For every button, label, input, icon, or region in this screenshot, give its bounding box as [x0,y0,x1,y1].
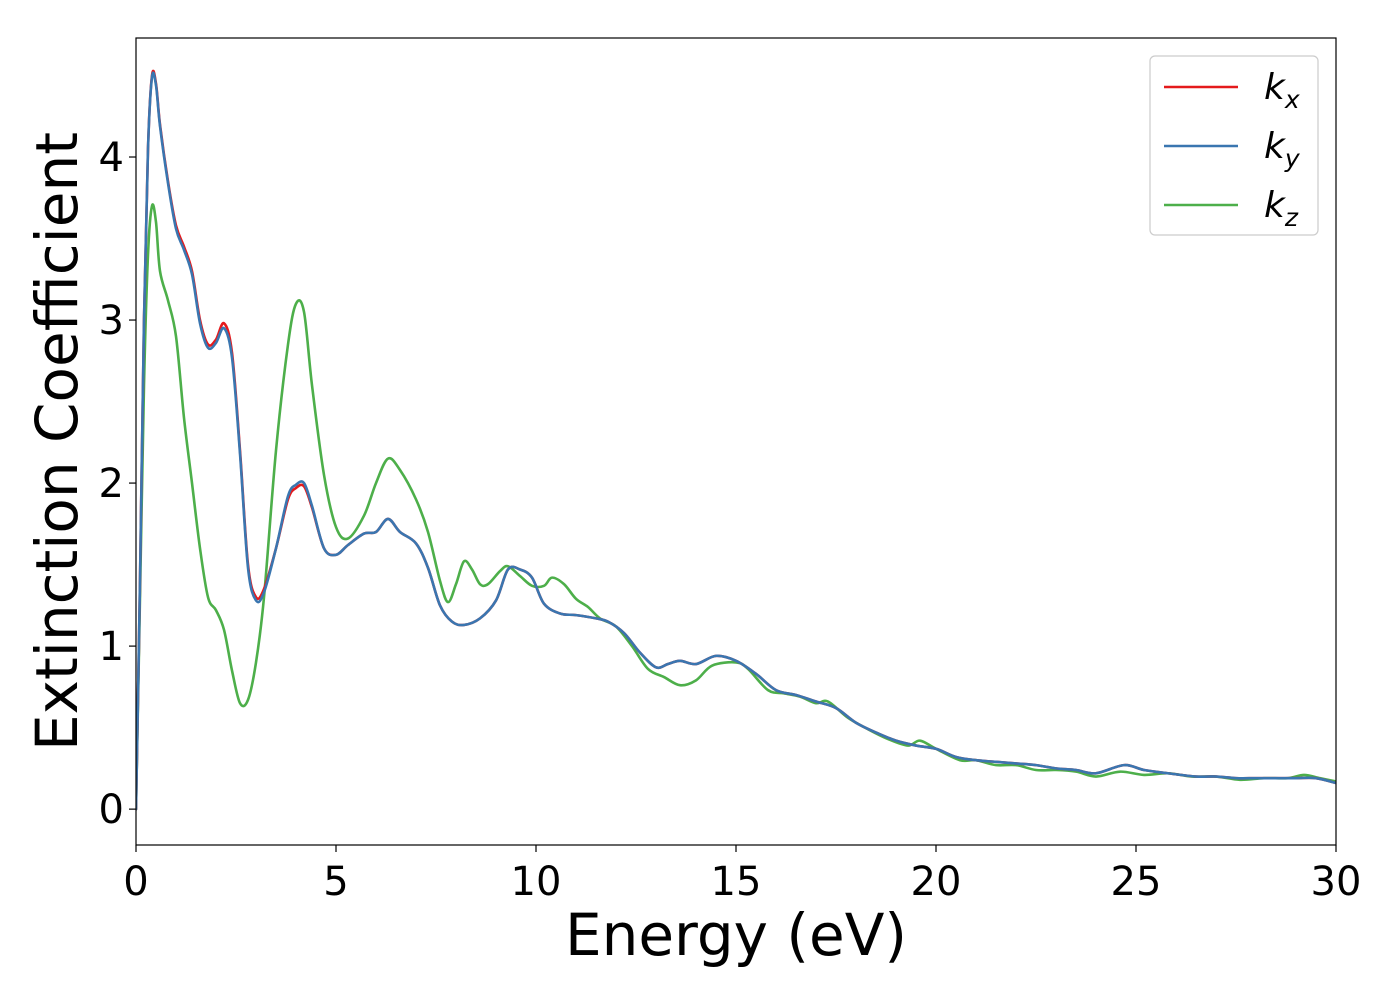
legend-label-kz: kz [1264,185,1299,232]
legend-label-main: k [1264,67,1287,108]
series-line-ky [136,71,1336,811]
x-tick-label: 30 [1311,859,1362,905]
y-tick-label: 4 [99,135,124,181]
x-tick-label: 10 [511,859,562,905]
x-tick-label: 0 [123,859,148,905]
x-axis: 0 5 10 15 20 25 30 [123,845,1361,905]
x-tick-label: 20 [911,859,962,905]
y-tick-label: 1 [99,624,124,670]
legend-label-main: k [1264,185,1287,226]
y-axis: 0 1 2 3 4 [99,135,136,833]
series-line-kz [136,203,1336,811]
x-tick-label: 25 [1111,859,1162,905]
legend-label-main: k [1264,126,1287,167]
legend-label-subscript: z [1284,203,1299,232]
legend-label-ky: ky [1264,126,1301,173]
legend-label-subscript: x [1284,85,1300,114]
x-axis-title: Energy (eV) [565,901,907,969]
legend-label-kx: kx [1264,67,1300,114]
x-tick-label: 15 [711,859,762,905]
y-tick-label: 3 [99,298,124,344]
y-axis-title: Extinction Coefficient [23,132,91,751]
y-tick-label: 2 [99,461,124,507]
series-layer [136,69,1336,811]
legend-label-subscript: y [1284,144,1301,173]
y-tick-label: 0 [99,787,124,833]
x-tick-label: 5 [323,859,348,905]
